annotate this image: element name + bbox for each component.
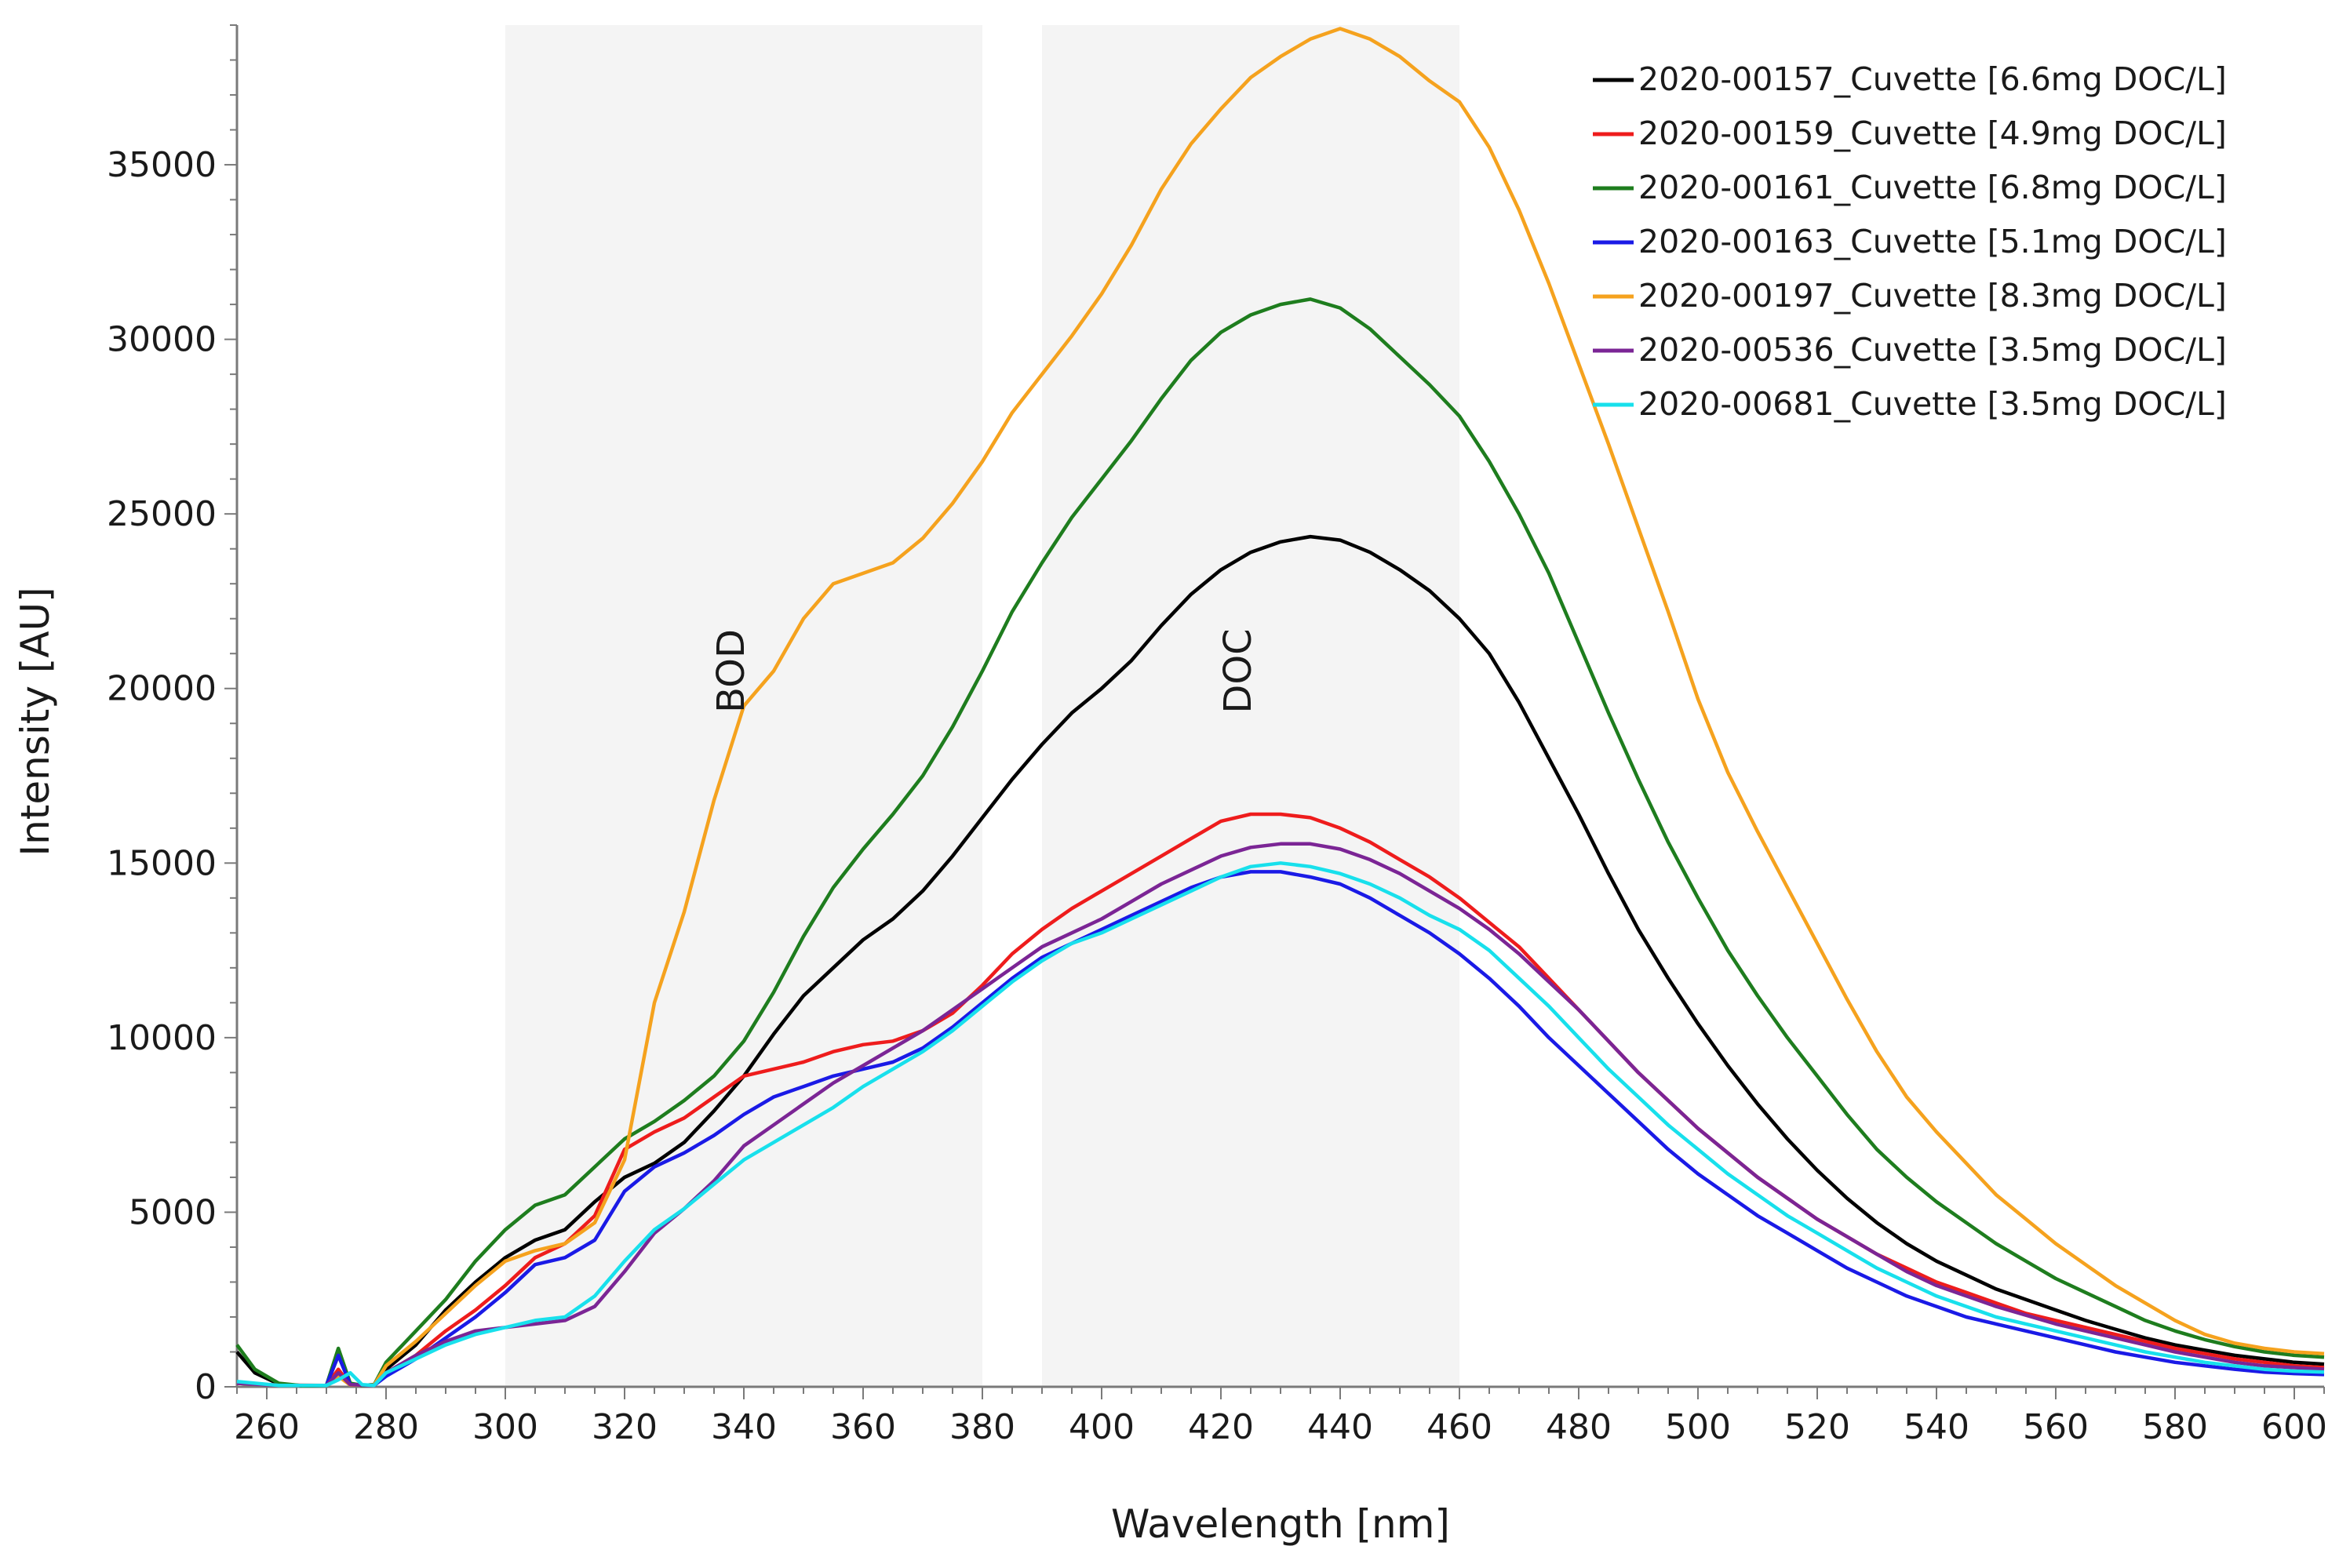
x-tick-label: 440: [1307, 1407, 1373, 1447]
series-line-6: [236, 842, 2325, 1388]
x-tick-label: 320: [592, 1407, 658, 1447]
y-axis-ticks: 0 5000 10000 15000 20000 25000 30000 35000: [107, 24, 237, 1407]
x-tick-label: 540: [1904, 1407, 1969, 1447]
y-tick-label: 0: [195, 1367, 217, 1407]
y-tick-label: 5000: [129, 1192, 217, 1232]
band-label-doc: DOC: [1216, 628, 1260, 713]
x-tick-label: 360: [830, 1407, 896, 1447]
band-doc: [1042, 25, 1459, 1387]
x-tick-label: 260: [234, 1407, 300, 1447]
legend-label-5: 2020-00197_Cuvette [8.3mg DOC/L]: [1638, 277, 2227, 315]
x-tick-label: 600: [2261, 1407, 2327, 1447]
legend-label-7: 2020-00681_Cuvette [3.5mg DOC/L]: [1638, 385, 2227, 423]
x-axis-title: Wavelength [nm]: [1111, 1501, 1450, 1547]
y-tick-label: 25000: [107, 494, 217, 534]
series-line-5: [236, 27, 2325, 1388]
band-label-bod: BOD: [709, 629, 753, 713]
y-tick-label: 35000: [107, 145, 217, 185]
series-lines: [235, 27, 2325, 1388]
series-line-3: [235, 297, 2325, 1388]
y-tick-label: 30000: [107, 320, 217, 360]
legend-label-2: 2020-00159_Cuvette [4.9mg DOC/L]: [1638, 115, 2227, 152]
x-tick-label: 520: [1784, 1407, 1850, 1447]
x-tick-label: 380: [949, 1407, 1015, 1447]
x-tick-label: 500: [1665, 1407, 1731, 1447]
x-tick-label: 480: [1546, 1407, 1612, 1447]
x-tick-label: 420: [1188, 1407, 1254, 1447]
x-tick-label: 340: [711, 1407, 777, 1447]
x-tick-label: 580: [2142, 1407, 2208, 1447]
x-tick-label: 560: [2023, 1407, 2089, 1447]
y-tick-label: 20000: [107, 669, 217, 709]
legend: 2020-00157_Cuvette [6.6mg DOC/L] 2020-001…: [1593, 60, 2227, 423]
series-line-1: [235, 534, 2325, 1388]
y-axis-title: Intensity [AU]: [13, 587, 58, 856]
x-tick-label: 300: [472, 1407, 538, 1447]
legend-label-4: 2020-00163_Cuvette [5.1mg DOC/L]: [1638, 223, 2227, 260]
legend-label-3: 2020-00161_Cuvette [6.8mg DOC/L]: [1638, 169, 2227, 206]
x-tick-label: 460: [1426, 1407, 1492, 1447]
x-tick-label: 400: [1069, 1407, 1135, 1447]
series-line-7: [236, 861, 2325, 1388]
y-tick-label: 10000: [107, 1018, 217, 1058]
highlight-bands: [505, 25, 1459, 1387]
x-tick-label: 280: [353, 1407, 419, 1447]
legend-label-6: 2020-00536_Cuvette [3.5mg DOC/L]: [1638, 331, 2227, 369]
y-tick-label: 15000: [107, 843, 217, 883]
x-axis-ticks: 260 280 300 320 340 360 380 400 420 440 460 480 500 5…: [234, 1387, 2327, 1447]
legend-label-1: 2020-00157_Cuvette [6.6mg DOC/L]: [1638, 60, 2227, 98]
series-line-4: [236, 870, 2325, 1388]
band-labels: BOD DOC: [709, 628, 1260, 713]
